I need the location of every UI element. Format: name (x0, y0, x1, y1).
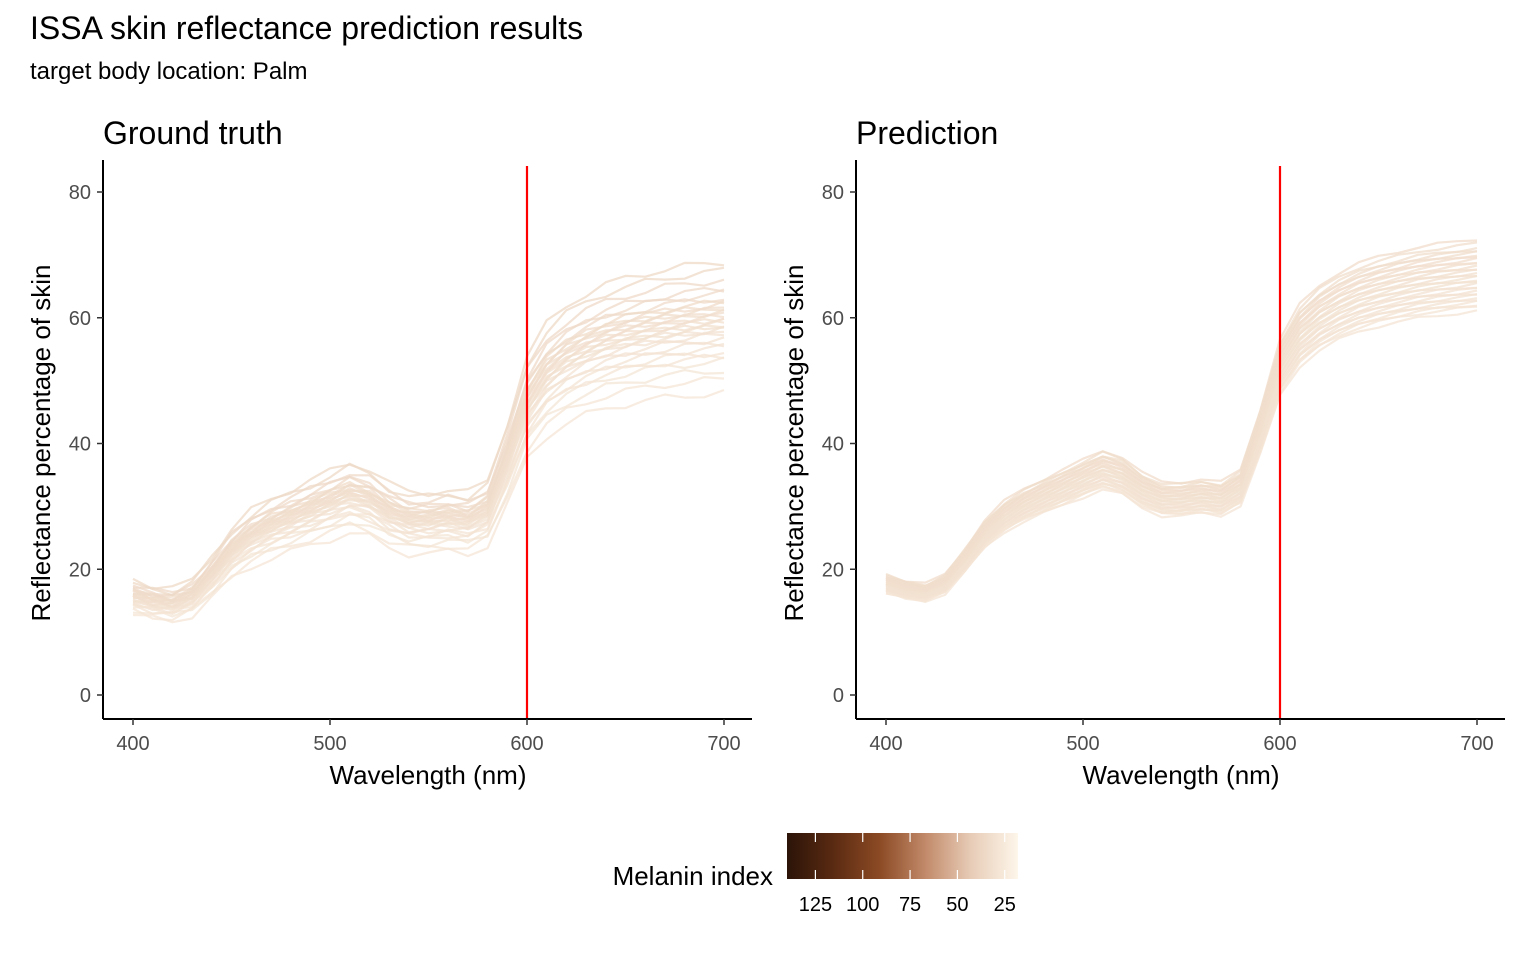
spectrum-line (885, 262, 1478, 593)
ground-truth-panel: Ground truth 400 500 600 700 0 20 40 60 80 Wavel… (26, 115, 752, 790)
spectrum-line (885, 239, 1478, 584)
melanin-legend: Melanin index 125 100 75 50 25 (613, 833, 1018, 916)
legend-tick-label: 75 (899, 894, 921, 916)
x-tick-label: 500 (313, 733, 346, 755)
legend-tick-label: 25 (994, 894, 1016, 916)
y-tick-label: 40 (822, 434, 844, 456)
y-axis-title-prediction: Reflectance percentage of skin (779, 265, 809, 622)
legend-tick-label: 125 (799, 894, 832, 916)
x-tick-label: 700 (707, 733, 740, 755)
x-axis-title-prediction: Wavelength (nm) (1083, 760, 1280, 790)
x-axis-title-ground-truth: Wavelength (nm) (330, 760, 527, 790)
x-tick-label: 600 (1263, 733, 1296, 755)
spectrum-line (132, 356, 725, 618)
x-tick-label: 700 (1460, 733, 1493, 755)
x-tick-label: 400 (869, 733, 902, 755)
y-axis-title-ground-truth: Reflectance percentage of skin (26, 265, 56, 622)
y-tick-label: 20 (69, 559, 91, 581)
y-tick-label: 80 (822, 182, 844, 204)
legend-title: Melanin index (613, 861, 773, 891)
spectrum-line (885, 286, 1478, 599)
x-tick-label: 600 (510, 733, 543, 755)
x-tick-label: 500 (1066, 733, 1099, 755)
chart-title: ISSA skin reflectance prediction results (30, 10, 584, 46)
y-tick-label: 0 (80, 685, 91, 707)
legend-tick-label: 50 (946, 894, 968, 916)
y-tick-label: 20 (822, 559, 844, 581)
prediction-panel: Prediction 400 500 600 700 0 20 40 60 80 Wavelen… (779, 115, 1505, 790)
panel-title-prediction: Prediction (856, 115, 998, 151)
y-tick-label: 80 (69, 182, 91, 204)
spectrum-line (132, 287, 725, 598)
melanin-colorbar (787, 833, 1018, 879)
chart-subtitle: target body location: Palm (30, 58, 308, 85)
spectrum-line (132, 278, 725, 594)
spectrum-line (132, 388, 725, 624)
spectrum-line (132, 306, 725, 600)
spectrum-line (132, 376, 725, 622)
y-tick-label: 60 (822, 308, 844, 330)
spectrum-line (132, 341, 725, 612)
y-tick-label: 60 (69, 308, 91, 330)
spectrum-line (132, 266, 725, 597)
legend-tick-label: 100 (846, 894, 879, 916)
y-tick-label: 40 (69, 434, 91, 456)
panel-title-ground-truth: Ground truth (103, 115, 283, 151)
y-tick-label: 0 (833, 685, 844, 707)
spectrum-line (132, 261, 725, 590)
x-tick-label: 400 (116, 733, 149, 755)
